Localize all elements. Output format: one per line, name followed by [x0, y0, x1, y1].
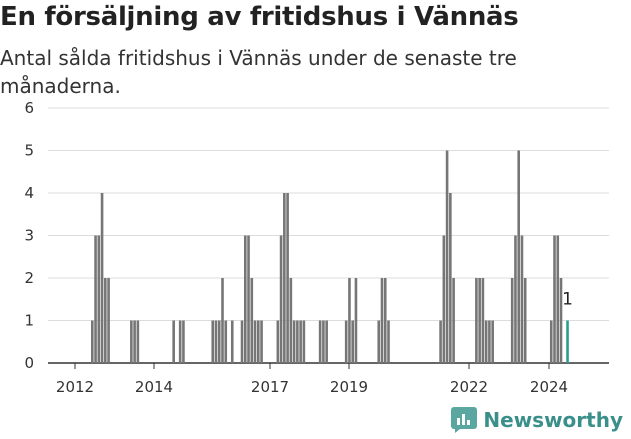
- bar: [351, 320, 354, 363]
- bar: [289, 278, 293, 363]
- bar: [130, 320, 133, 363]
- bar: [250, 278, 254, 363]
- last-bar-annotation: 1: [562, 290, 573, 310]
- chart-title: En försäljning av fritidshus i Vännäs: [0, 2, 519, 32]
- bar: [279, 235, 283, 363]
- bar: [214, 320, 218, 363]
- bar: [478, 278, 481, 363]
- bar: [484, 320, 488, 363]
- bar: [104, 278, 107, 363]
- y-tick-label: 5: [24, 142, 34, 160]
- bar: [172, 320, 175, 363]
- bar: [488, 320, 491, 363]
- bar: [322, 320, 325, 363]
- bar: [97, 235, 101, 363]
- bar: [230, 320, 234, 363]
- bar: [559, 278, 563, 363]
- bar: [107, 278, 110, 363]
- bar: [276, 320, 280, 363]
- brand-name: Newsworthy: [483, 408, 623, 432]
- bar: [302, 320, 306, 363]
- bar: [91, 320, 94, 363]
- bar: [257, 320, 260, 363]
- x-tick-label: 2024: [530, 378, 568, 396]
- bar: [299, 320, 302, 363]
- bar: [283, 193, 286, 363]
- bar: [318, 320, 322, 363]
- bar: [292, 320, 296, 363]
- newsworthy-logo-icon: [451, 407, 478, 433]
- bar: [354, 278, 358, 363]
- annotations: 1: [562, 290, 573, 310]
- bar: [553, 235, 556, 363]
- bar: [221, 278, 224, 363]
- x-tick-label: 2019: [330, 378, 368, 396]
- chart-subtitle: Antal sålda fritidshus i Vännäs under de…: [0, 46, 517, 98]
- newsworthy-logo: Newsworthy: [451, 407, 623, 433]
- bar: [286, 193, 289, 363]
- bar: [240, 320, 244, 363]
- bar: [344, 320, 348, 363]
- bar: [387, 320, 390, 363]
- bar: [520, 235, 524, 363]
- bar: [211, 320, 215, 363]
- x-axis-ticks: 2012 2014 2017 2019 2022 2024: [56, 363, 568, 396]
- bar: [475, 278, 478, 363]
- bar: [556, 235, 560, 363]
- bar: [253, 320, 257, 363]
- bar: [260, 320, 263, 363]
- bar: [136, 320, 140, 363]
- bar: [348, 278, 351, 363]
- bar: [133, 320, 136, 363]
- bar: [481, 278, 485, 363]
- bar: [377, 320, 381, 363]
- bars: [91, 150, 569, 363]
- bar: [224, 320, 228, 363]
- bar: [325, 320, 328, 363]
- bar: [549, 320, 553, 363]
- bar: [243, 235, 247, 363]
- bar: [510, 278, 514, 363]
- x-tick-label: 2022: [450, 378, 488, 396]
- bar: [178, 320, 182, 363]
- bar: [449, 193, 452, 363]
- y-tick-label: 1: [24, 312, 34, 330]
- x-tick-label: 2014: [135, 378, 173, 396]
- bar: [383, 278, 387, 363]
- y-axis-ticks: 0 1 2 3 4 5 6: [24, 99, 34, 372]
- bar: [182, 320, 185, 363]
- bar: [445, 150, 449, 363]
- y-tick-label: 0: [24, 354, 34, 372]
- bar: [566, 320, 569, 363]
- bar: [514, 235, 517, 363]
- bar: [247, 235, 250, 363]
- bar: [94, 235, 97, 363]
- bar: [439, 320, 442, 363]
- x-tick-label: 2012: [56, 378, 94, 396]
- y-tick-label: 2: [24, 269, 34, 287]
- bar: [491, 320, 494, 363]
- bar: [452, 278, 455, 363]
- y-tick-label: 4: [24, 184, 34, 202]
- bar: [217, 320, 221, 363]
- bar: [100, 193, 104, 363]
- y-tick-label: 6: [24, 99, 34, 117]
- bar: [523, 278, 527, 363]
- x-tick-label: 2017: [251, 378, 289, 396]
- bar: [296, 320, 299, 363]
- bar: [442, 235, 446, 363]
- bar: [380, 278, 384, 363]
- bar: [517, 150, 521, 363]
- y-tick-label: 3: [24, 227, 34, 245]
